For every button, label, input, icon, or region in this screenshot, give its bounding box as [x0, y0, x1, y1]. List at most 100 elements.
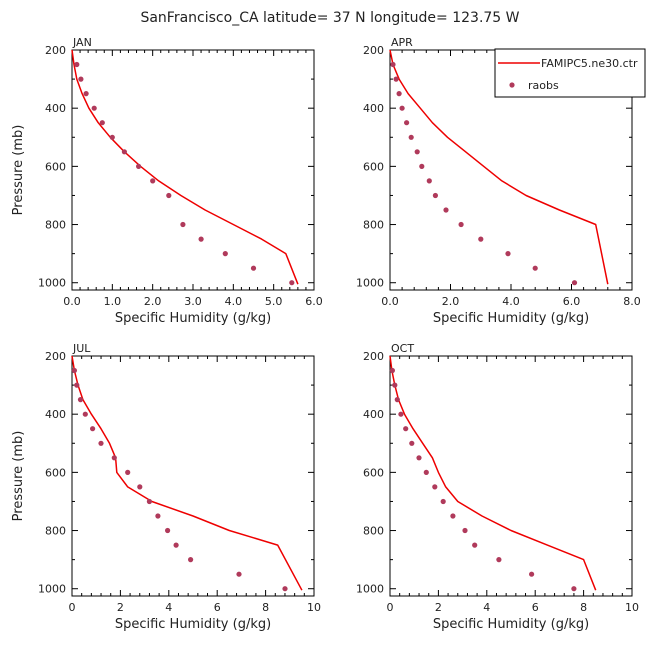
x-tick-label: 6 [214, 601, 221, 614]
model-profile-line [71, 355, 303, 591]
raobs-point [399, 105, 405, 111]
raobs-point [403, 426, 409, 432]
legend-box [494, 48, 646, 98]
y-tick-label: 1000 [38, 277, 66, 290]
raobs-point [74, 61, 80, 68]
raobs-point [389, 367, 395, 374]
raobs-point [146, 498, 152, 505]
raobs-point [423, 469, 429, 475]
raobs-point [414, 149, 420, 155]
raobs-point [426, 178, 432, 184]
x-tick-label: 4.0 [502, 295, 520, 308]
x-tick-label: 1.0 [104, 295, 122, 308]
panel-month-label: JAN [72, 36, 92, 49]
x-tick-label: 6 [532, 601, 539, 614]
raobs-point [91, 105, 97, 111]
x-axis-label: Specific Humidity (g/kg) [433, 617, 589, 632]
y-tick-label: 800 [363, 525, 384, 538]
y-tick-label: 400 [363, 102, 384, 115]
raobs-point [250, 265, 257, 271]
raobs-point [432, 192, 438, 199]
raobs-point [394, 397, 400, 403]
raobs-point [505, 251, 511, 257]
raobs-point [125, 469, 131, 475]
raobs-point [450, 513, 456, 519]
plot-frame [389, 355, 633, 597]
y-tick-label: 600 [363, 160, 384, 173]
raobs-point [416, 455, 422, 461]
raobs-point [282, 586, 288, 592]
plot-frame [71, 49, 315, 291]
x-axis-label: Specific Humidity (g/kg) [433, 311, 589, 326]
y-tick-label: 400 [45, 408, 66, 421]
raobs-point [74, 382, 80, 388]
raobs-point [137, 484, 143, 490]
x-tick-label: 0 [387, 601, 394, 614]
raobs-point [440, 498, 446, 505]
y-axis-label: Pressure (mb) [11, 431, 26, 522]
raobs-point [472, 542, 478, 548]
panel-oct: 0 2 4 6 8 10 200 400 600 800 1000 OCT Specific Humid… [356, 342, 639, 632]
raobs-point [99, 120, 105, 126]
x-tick-label: 10 [307, 601, 321, 614]
figure-title: SanFrancisco_CA latitude= 37 N longitude… [140, 10, 519, 26]
raobs-point [393, 76, 399, 82]
raobs-point [98, 440, 104, 446]
y-tick-label: 600 [45, 466, 66, 479]
x-tick-label: 6.0 [563, 295, 581, 308]
y-tick-label: 200 [363, 350, 384, 363]
raobs-point [398, 411, 404, 417]
x-axis-label: Specific Humidity (g/kg) [115, 311, 271, 326]
y-tick-label: 800 [45, 219, 66, 232]
raobs-point [571, 586, 577, 592]
x-tick-label: 4 [483, 601, 490, 614]
x-tick-label: 2 [117, 601, 124, 614]
raobs-point [136, 163, 142, 169]
raobs-point [121, 149, 127, 155]
x-tick-label: 8 [580, 601, 587, 614]
x-tick-label: 8 [262, 601, 269, 614]
x-tick-label: 8.0 [623, 295, 641, 308]
y-tick-label: 200 [363, 44, 384, 57]
raobs-point [458, 221, 464, 228]
raobs-point [571, 280, 578, 286]
raobs-point [404, 120, 410, 126]
y-tick-label: 400 [363, 408, 384, 421]
x-tick-label: 2 [435, 601, 442, 614]
raobs-point [419, 163, 425, 169]
legend-obs-label: raobs [528, 79, 559, 92]
x-tick-label: 10 [625, 601, 639, 614]
x-tick-label: 3.0 [184, 295, 202, 308]
x-tick-label: 2.0 [442, 295, 460, 308]
raobs-point [408, 134, 414, 140]
raobs-point [173, 542, 179, 548]
panel-month-label: APR [391, 36, 413, 49]
x-tick-label: 5.0 [265, 295, 283, 308]
raobs-point [198, 236, 204, 242]
raobs-point [155, 513, 161, 519]
raobs-point [390, 61, 396, 68]
raobs-point [496, 557, 502, 563]
legend-model-label: FAMIPC5.ne30.ctr [541, 57, 638, 70]
raobs-point [409, 440, 415, 446]
model-profile-line [71, 49, 299, 285]
raobs-point [150, 178, 156, 184]
raobs-point [532, 265, 538, 271]
panel-jan: 0.0 1.0 2.0 3.0 4.0 5.0 6.0 200 400 600 800 1000 JAN… [11, 36, 323, 326]
x-tick-label: 0.0 [63, 295, 81, 308]
y-tick-label: 1000 [38, 583, 66, 596]
x-tick-label: 4 [165, 601, 172, 614]
raobs-point [83, 91, 89, 97]
raobs-point [289, 280, 295, 286]
raobs-point [165, 527, 171, 534]
raobs-point [443, 207, 449, 213]
y-tick-label: 200 [45, 44, 66, 57]
x-tick-label: 0.0 [381, 295, 399, 308]
x-tick-label: 6.0 [305, 295, 323, 308]
raobs-point [188, 557, 194, 563]
raobs-point [392, 382, 398, 388]
panel-jul: 0 2 4 6 8 10 200 400 600 800 1000 JUL Specific Humid… [11, 342, 321, 632]
y-tick-label: 800 [363, 219, 384, 232]
raobs-point [180, 221, 186, 228]
